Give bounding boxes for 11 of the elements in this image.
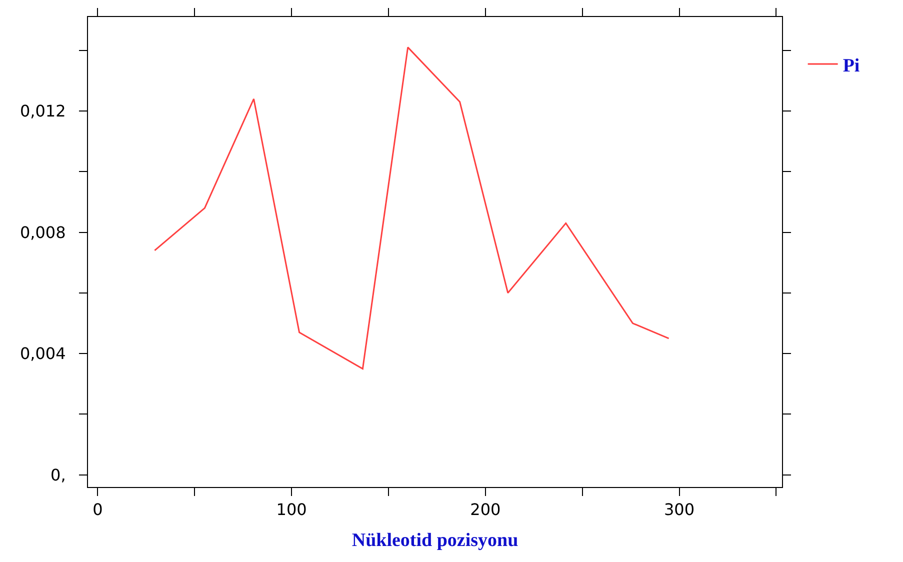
y-tick-label: 0,004: [20, 344, 66, 364]
x-tick-label: 100: [276, 500, 307, 520]
x-tick-label: 300: [664, 500, 695, 520]
x-axis-title: Nükleotid pozisyonu: [352, 530, 519, 551]
x-tick-label: 200: [470, 500, 501, 520]
line-series: [154, 46, 670, 370]
x-tick-label: 0: [92, 500, 103, 520]
legend-label: Pi: [842, 55, 860, 76]
y-tick-label: 0,012: [20, 102, 66, 121]
y-tick-label: 0,: [50, 465, 66, 484]
y-tick-label: 0,008: [20, 222, 66, 242]
